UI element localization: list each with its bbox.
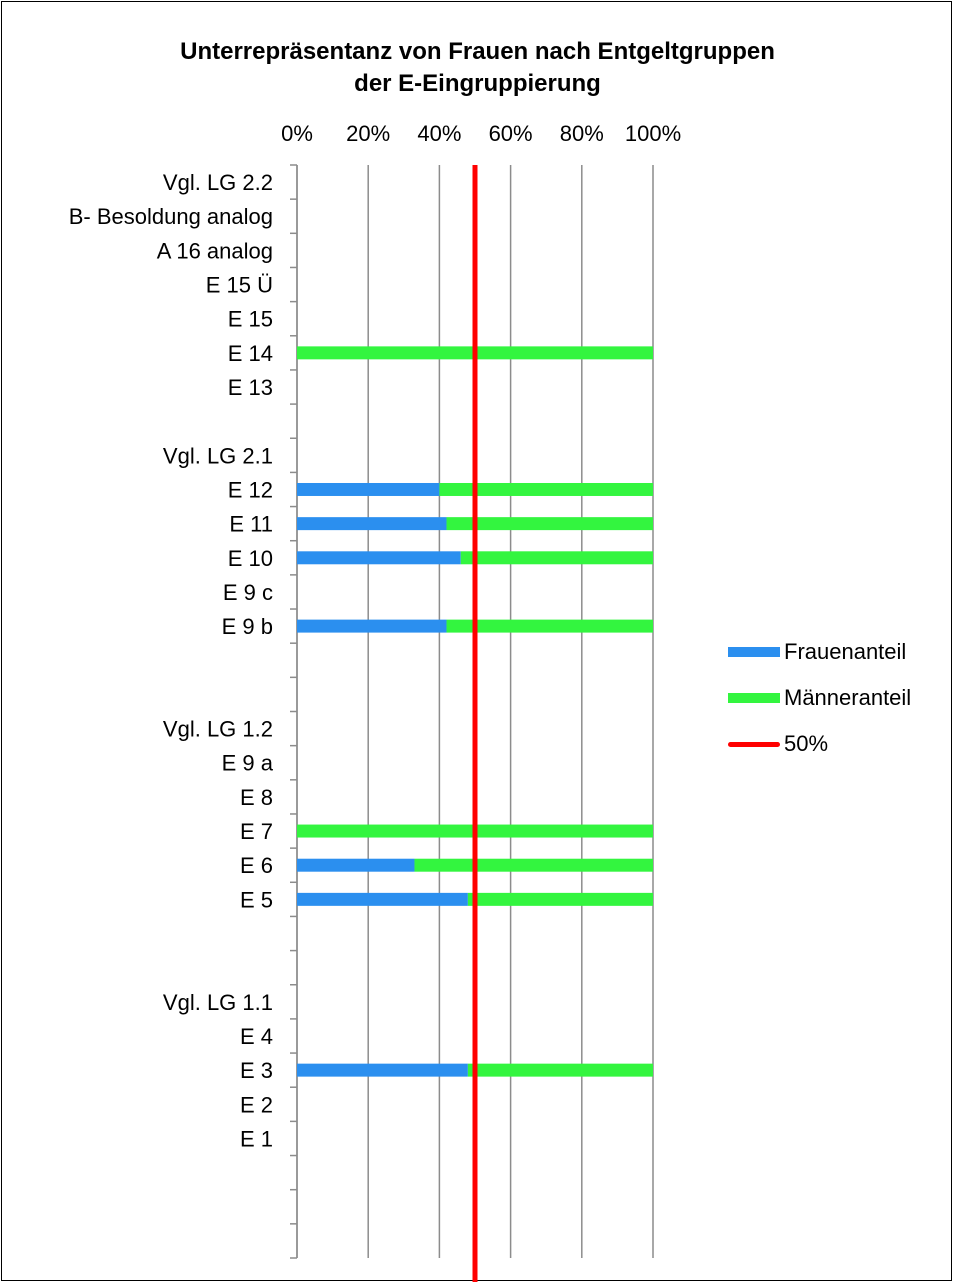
category-label: Vgl. LG 2.2 [163, 170, 273, 195]
x-tick-label: 80% [560, 121, 604, 146]
chart-title: Unterrepräsentanz von Frauen nach Entgel… [2, 36, 953, 100]
legend-label-maenneranteil: Männeranteil [784, 685, 912, 710]
category-label: E 12 [228, 477, 273, 502]
bar-maenneranteil [414, 858, 653, 872]
chart-title-line-1: Unterrepräsentanz von Frauen nach Entgel… [180, 38, 775, 65]
bar-frauenanteil [297, 892, 468, 906]
legend-swatch-frauenanteil [728, 647, 780, 657]
category-label: E 6 [240, 853, 273, 878]
category-label: Vgl. LG 2.1 [163, 443, 273, 468]
category-label: E 1 [240, 1126, 273, 1151]
category-label: B- Besoldung analog [69, 204, 273, 229]
bar-maenneranteil [467, 892, 653, 906]
bar-frauenanteil [297, 858, 415, 872]
x-tick-label: 60% [489, 121, 533, 146]
category-label: E 9 c [223, 580, 273, 605]
legend-item-50-percent: 50% [728, 730, 948, 760]
bar-maenneranteil [446, 619, 653, 633]
category-label: E 13 [228, 375, 273, 400]
category-label: E 4 [240, 1024, 273, 1049]
x-tick-label: 20% [346, 121, 390, 146]
y-axis [290, 164, 298, 1259]
legend-label-50-percent: 50% [784, 731, 829, 756]
x-tick-label: 100% [625, 121, 681, 146]
bar-frauenanteil [297, 482, 440, 496]
legend-line-50-percent [728, 742, 780, 747]
bar-frauenanteil [297, 517, 447, 531]
x-tick-label: 40% [417, 121, 461, 146]
category-label: E 8 [240, 785, 273, 810]
category-label: E 2 [240, 1092, 273, 1117]
category-label: E 5 [240, 887, 273, 912]
chart-title-line-2: der E-Eingruppierung [354, 70, 601, 97]
category-label: E 11 [229, 512, 273, 537]
category-label: E 15 Ü [206, 273, 273, 298]
category-label: Vgl. LG 1.1 [163, 990, 273, 1015]
category-label: E 9 a [222, 751, 274, 776]
x-tick-label: 0% [281, 121, 313, 146]
category-label: E 9 b [222, 614, 273, 639]
x-axis-tick-labels: 0% 20% 40% 60% 80% 100% [281, 121, 681, 146]
bar-frauenanteil [297, 619, 447, 633]
legend-swatch-maenneranteil [728, 693, 780, 703]
legend-item-frauenanteil: Frauenanteil [728, 638, 948, 668]
category-label: E 15 [228, 307, 273, 332]
bar-maenneranteil [446, 517, 653, 531]
bar-maenneranteil [467, 1063, 653, 1077]
bar-frauenanteil [297, 1063, 468, 1077]
bar-maenneranteil [439, 482, 653, 496]
category-label: E 14 [228, 341, 273, 366]
category-label: E 3 [240, 1058, 273, 1083]
bar-maenneranteil [460, 551, 653, 565]
legend-item-maenneranteil: Männeranteil [728, 684, 948, 714]
category-label: A 16 analog [157, 238, 273, 263]
category-label: E 10 [228, 546, 273, 571]
bars [297, 346, 653, 1077]
category-label: E 7 [240, 819, 273, 844]
category-label: Vgl. LG 1.2 [163, 717, 273, 742]
category-labels: Vgl. LG 2.2 B- Besoldung analog A 16 analo… [69, 170, 274, 1151]
legend-label-frauenanteil: Frauenanteil [784, 639, 907, 664]
bar-frauenanteil [297, 551, 461, 565]
